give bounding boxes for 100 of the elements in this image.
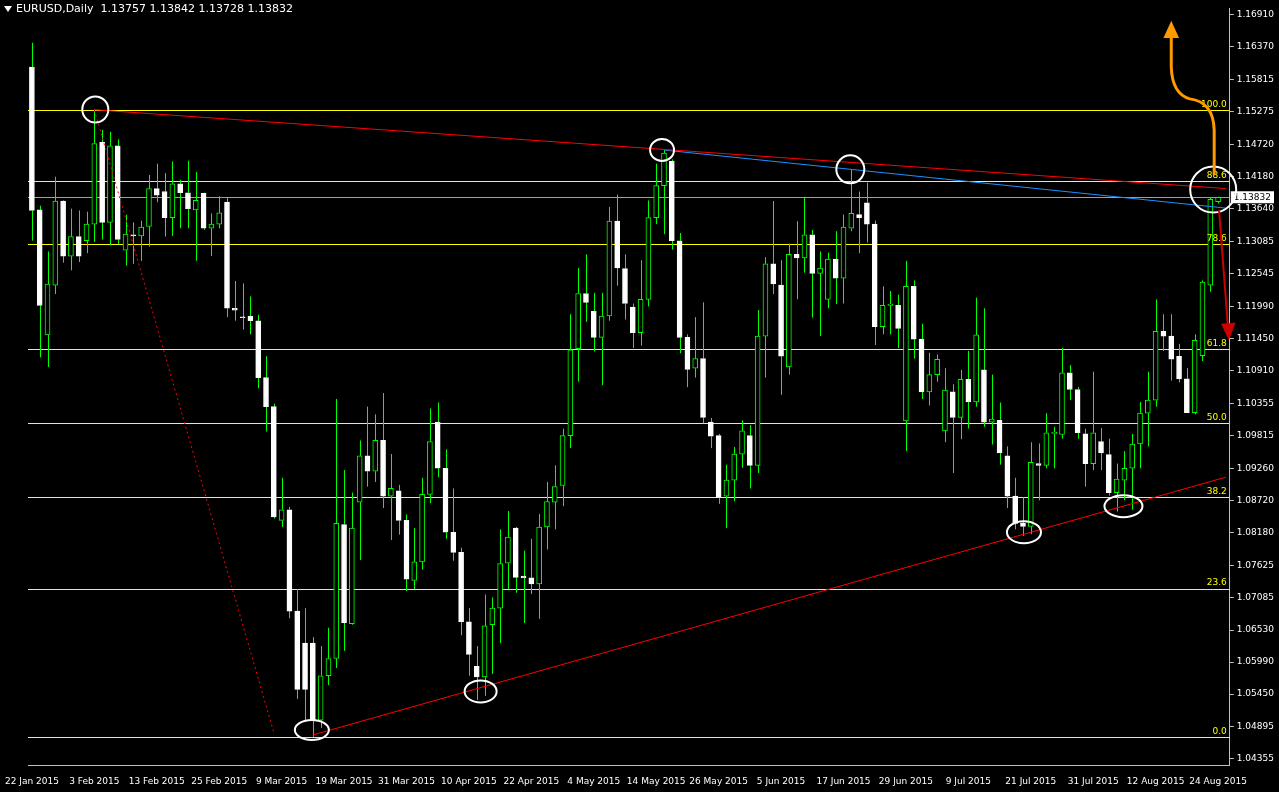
- candlestick: [224, 197, 230, 318]
- candlestick: [333, 398, 340, 669]
- candlestick: [731, 446, 738, 502]
- candlestick: [395, 484, 402, 536]
- y-tick-label: 1.10910: [1236, 364, 1275, 375]
- candlestick: [848, 169, 855, 232]
- candlestick: [1137, 401, 1143, 469]
- x-tick-label: 13 Feb 2015: [128, 775, 185, 786]
- y-tick-label: 1.16370: [1236, 41, 1275, 52]
- x-tick-label: 29 Jun 2015: [878, 775, 933, 786]
- candlestick: [185, 160, 191, 229]
- candlestick: [130, 221, 137, 265]
- candlestick: [1012, 477, 1019, 530]
- candlestick: [544, 481, 550, 550]
- candlestick: [692, 316, 699, 379]
- candlestick: [497, 528, 503, 644]
- x-tick-label: 19 Mar 2015: [315, 775, 373, 786]
- y-tick-label: 1.08180: [1236, 526, 1275, 537]
- candlestick: [372, 413, 379, 483]
- x-tick-label: 17 Jun 2015: [816, 775, 871, 786]
- candlestick: [629, 303, 636, 349]
- candlestick: [138, 220, 144, 262]
- candlestick: [1020, 496, 1026, 537]
- candlestick: [864, 182, 870, 243]
- y-tick-label: 1.08720: [1236, 494, 1275, 505]
- candlestick: [192, 171, 199, 262]
- candlestick: [981, 307, 987, 428]
- candlestick: [107, 131, 113, 246]
- candlestick: [153, 163, 160, 203]
- candlestick: [575, 267, 581, 383]
- y-tick-label: 1.14180: [1236, 171, 1275, 182]
- candlestick: [1184, 367, 1190, 413]
- y-tick-label: 1.14720: [1236, 139, 1275, 150]
- y-tick-label: 1.11990: [1236, 300, 1275, 311]
- candlestick: [434, 402, 441, 478]
- candlestick: [512, 527, 519, 594]
- candlestick: [380, 392, 386, 509]
- y-tick-label: 1.09260: [1236, 462, 1275, 473]
- candlestick: [793, 220, 800, 300]
- candlestick: [653, 163, 660, 225]
- candlestick: [786, 243, 792, 376]
- x-tick-label: 10 Apr 2015: [441, 775, 497, 786]
- candlestick: [411, 527, 418, 590]
- candlestick: [1129, 433, 1136, 511]
- candlestick: [489, 596, 496, 675]
- y-tick-label: 1.05450: [1236, 688, 1275, 699]
- y-tick-label: 1.13085: [1236, 235, 1274, 246]
- candlestick: [668, 159, 675, 251]
- annotation: 61.8: [1206, 338, 1228, 349]
- candlestick: [294, 588, 301, 700]
- candlestick: [68, 208, 74, 271]
- candlestick: [770, 200, 777, 295]
- y-tick-label: 1.04355: [1236, 753, 1274, 764]
- candlestick: [871, 220, 878, 346]
- candlestick: [1105, 438, 1112, 497]
- candlestick: [614, 193, 621, 287]
- candlestick: [778, 259, 784, 396]
- x-tick-label: 9 Mar 2015: [255, 775, 308, 786]
- candlestick: [341, 469, 347, 652]
- candlestick: [590, 292, 597, 353]
- x-tick-label: 9 Jul 2015: [945, 775, 991, 786]
- candlestick: [551, 464, 558, 530]
- candlestick: [99, 129, 105, 241]
- candlestick: [739, 419, 745, 469]
- candlestick: [903, 260, 909, 452]
- y-tick-label: 1.07085: [1236, 591, 1274, 602]
- candlestick: [473, 645, 480, 701]
- candlestick: [419, 477, 425, 571]
- x-tick-label: 21 Jul 2015: [1005, 775, 1057, 786]
- candlestick: [949, 383, 956, 474]
- candlestick: [114, 138, 121, 245]
- candlestick: [910, 279, 917, 360]
- x-tick-label: 31 Mar 2015: [377, 775, 436, 786]
- candlestick: [1059, 347, 1065, 440]
- x-tick-label: 25 Feb 2015: [191, 775, 248, 786]
- candlestick: [466, 607, 472, 677]
- candlestick: [1145, 371, 1151, 447]
- candlestick: [887, 290, 894, 335]
- x-tick-label: 3 Feb 2015: [69, 775, 120, 786]
- candlestick: [583, 253, 589, 323]
- x-tick-label: 22 Jan 2015: [4, 775, 59, 786]
- y-tick-label: 1.04895: [1236, 721, 1274, 732]
- candlestick: [856, 191, 862, 254]
- candlestick: [146, 174, 152, 248]
- annotation: 50.0: [1206, 412, 1228, 423]
- candlestick: [747, 424, 753, 489]
- candlestick: [349, 492, 355, 624]
- candlestick: [505, 510, 511, 590]
- candlestick: [216, 195, 223, 229]
- candlestick: [942, 367, 948, 443]
- annotation: 38.2: [1206, 486, 1227, 497]
- candlestick: [310, 636, 316, 738]
- candlestick: [809, 229, 816, 319]
- candlestick: [263, 355, 269, 433]
- candlestick: [208, 212, 215, 257]
- y-tick-label: 1.10355: [1236, 397, 1274, 408]
- candlestick: [29, 42, 35, 242]
- candlestick: [60, 200, 66, 264]
- candlestick: [302, 607, 308, 722]
- x-tick-label: 24 Aug 2015: [1189, 775, 1247, 786]
